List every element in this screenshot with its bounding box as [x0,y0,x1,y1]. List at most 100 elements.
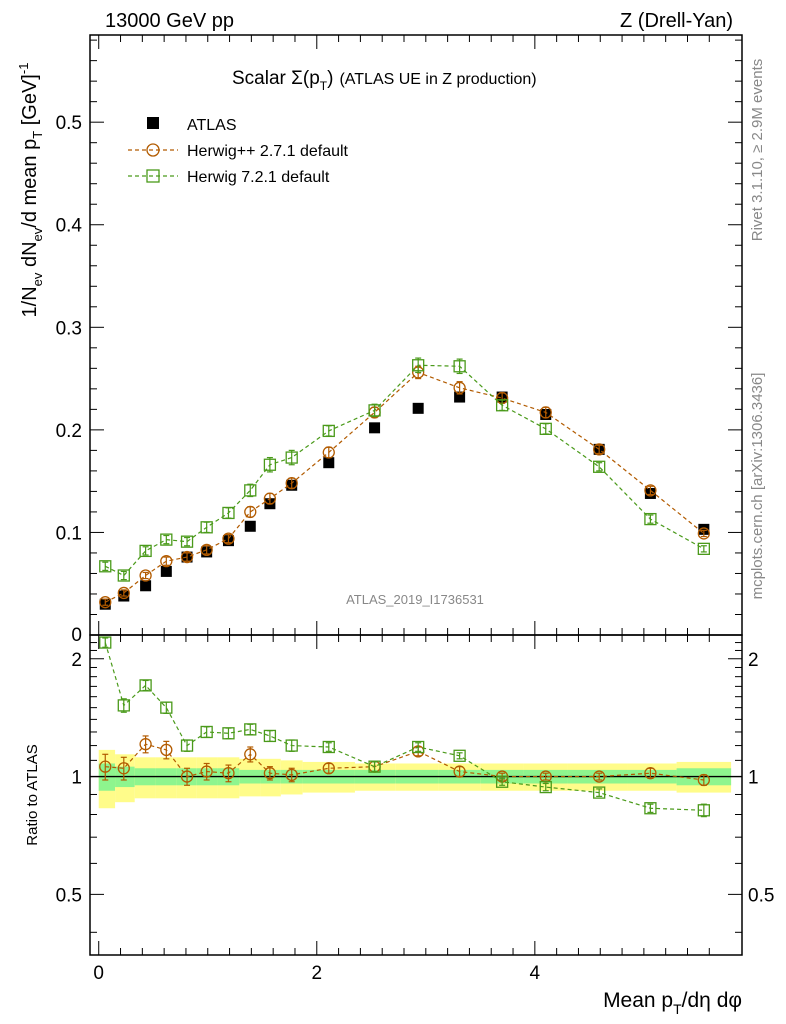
ratio-herwig7-point [139,679,152,692]
ratio-herwig7-point [539,780,552,794]
ratio-herwigpp-point [200,765,213,778]
main-plot-content [99,357,710,610]
herwigpp-point [322,446,335,459]
herwigpp-point [285,477,298,490]
legend-marker-herwigpp [146,143,160,157]
y-axis-label: 1/Nev dNev/d mean pT [GeV]-1 [16,63,45,318]
ratio-herwigpp-point [697,773,710,787]
legend-marker-atlas [147,117,159,129]
ratio-herwigpp-point [180,770,194,783]
ratio-herwigpp-point [160,743,173,757]
ratio-herwigpp-point [285,768,298,782]
herwigpp-point [539,406,552,419]
ratio-herwig7-point [322,740,335,754]
herwigpp-point [644,484,657,497]
herwig7-point [117,569,130,582]
ratio-frame [89,634,743,956]
x-tick-label: 0 [93,963,104,984]
herwig7-point [200,521,213,534]
herwig7-point [593,460,606,473]
ratio-herwig7-point [644,802,657,815]
ratio-herwig7-point [180,739,194,752]
y-tick-label: 0.4 [56,216,83,237]
ratio-herwigpp-point [139,738,152,751]
herwig7-point [139,544,152,558]
ratio-herwig7-point [200,725,213,739]
ratio-herwig7-point [412,740,425,754]
y-tick-label: 0.2 [56,421,82,442]
herwigpp-point [453,381,466,394]
ratio-panel: 0.5 0.5 1 1 2 2 0 2 4 Ratio to ATLAS Mean pT/dη … [24,634,774,1017]
herwig7-point [244,484,257,497]
atlas-point [160,565,172,577]
herwig7-line [104,364,705,577]
mcplots-label: mcplots.cern.ch [arXiv:1306.3436] [749,373,766,600]
herwigpp-point [200,543,213,557]
atlas-point [412,402,424,414]
herwigpp-point [697,527,710,540]
ratio-herwig7-point [285,739,298,752]
ratio-herwig7-point [244,723,257,736]
ratio-y-tick-label: 1 [71,768,82,789]
herwigpp-point [222,532,235,545]
atlas-point [323,457,335,469]
ratio-herwig7-point [697,804,710,817]
herwig7-point [285,451,298,464]
y-tick-label: 0.3 [56,318,82,339]
herwigpp-point [180,550,194,564]
herwig7-point [412,359,425,372]
ratio-y-tick-label-right: 2 [748,650,759,671]
herwigpp-line [104,371,705,603]
ratio-herwig7-point [593,786,606,799]
ratio-herwigpp-point [263,767,277,780]
herwig7-point [99,560,112,573]
ratio-y-tick-label: 0.5 [56,885,82,906]
legend: ATLAS Herwig++ 2.7.1 default Herwig 7.2.… [128,117,349,186]
herwigpp-point [117,586,130,600]
x-axis-label: Mean pT/dη dφ [603,989,742,1017]
ratio-herwig7-point [263,729,277,743]
ratio-herwigpp-point [453,765,466,778]
atlas-point [369,422,381,434]
ratio-herwigpp-point [322,762,335,775]
analysis-watermark: ATLAS_2019_I1736531 [346,592,484,607]
herwig7-point [180,535,194,548]
ratio-y-axis-label: Ratio to ATLAS [24,744,41,845]
legend-label-herwigpp: Herwig++ 2.7.1 default [187,143,349,160]
herwigpp-point [160,555,173,568]
herwigpp-point [139,569,152,582]
atlas-point [698,523,710,535]
herwig7-point [539,422,552,435]
main-panel: 0.1 0.2 0.3 0.4 0.5 0 Scalar Σ(pT) (ATLAS UE i… [16,34,743,646]
legend-marker-herwig7 [146,169,160,183]
ratio-herwig7-point [495,775,509,788]
ratio-herwigpp-point [222,767,235,780]
ratio-herwig7-point [117,699,130,712]
ratio-herwigpp-point [99,760,112,773]
plot-title: Scalar Σ(pT) (ATLAS UE in Z production) [232,68,537,93]
atlas-point [454,391,466,403]
ratio-y-tick-label-right: 0.5 [748,885,774,906]
herwig7-point [368,404,381,417]
herwigpp-point [593,443,606,456]
ratio-herwigpp-point [117,762,130,775]
ratio-plot-content [90,636,742,818]
herwig7-point [222,506,235,520]
herwig7-point [453,360,466,373]
ratio-herwig7-point [160,701,173,714]
ratio-herwig7-point [222,727,235,740]
legend-label-atlas: ATLAS [187,117,237,134]
ratio-herwigpp-point [593,770,606,783]
y-tick-label-zero: 0 [71,625,82,646]
ratio-y-tick-label-right: 1 [748,768,759,789]
ratio-herwig7-point [99,636,112,649]
herwigpp-point [263,492,277,505]
atlas-point [244,520,256,532]
ratio-herwig7-point [453,749,466,762]
herwigpp-point [244,505,257,519]
process-label: Z (Drell-Yan) [620,10,733,32]
rivet-label: Rivet 3.1.10, ≥ 2.9M events [749,59,766,242]
ratio-herwigpp-point [644,767,657,780]
ratio-y-tick-label: 2 [71,650,82,671]
